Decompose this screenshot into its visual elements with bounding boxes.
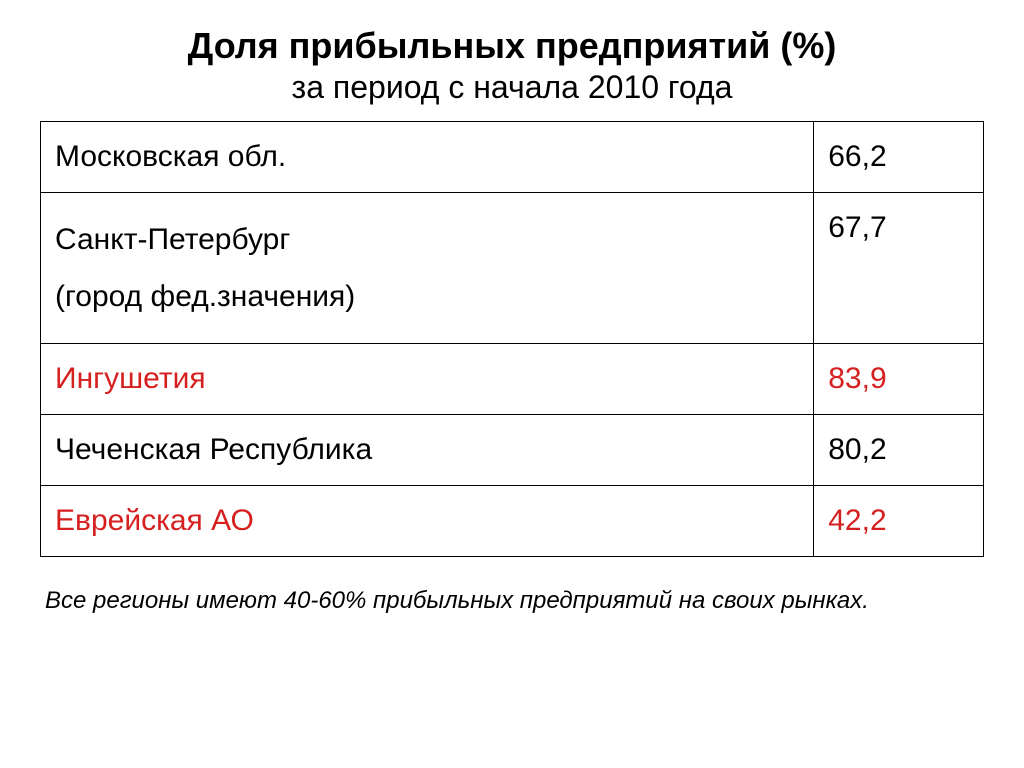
footnote: Все регионы имеют 40-60% прибыльных пред… — [40, 587, 984, 615]
region-line2: (город фед.значения) — [55, 268, 799, 325]
table-row: Московская обл. 66,2 — [41, 122, 984, 193]
value-cell: 83,9 — [814, 344, 984, 415]
data-table: Московская обл. 66,2 Санкт-Петербург (го… — [40, 121, 984, 557]
region-line1: Санкт-Петербург — [55, 211, 799, 268]
region-cell: Московская обл. — [41, 122, 814, 193]
page-subtitle: за период с начала 2010 года — [40, 69, 984, 106]
table-row: Чеченская Республика 80,2 — [41, 415, 984, 486]
value-cell: 80,2 — [814, 415, 984, 486]
table-row: Санкт-Петербург (город фед.значения) 67,… — [41, 193, 984, 344]
page-title: Доля прибыльных предприятий (%) — [40, 25, 984, 67]
value-cell: 42,2 — [814, 486, 984, 557]
region-cell: Еврейская АО — [41, 486, 814, 557]
region-cell: Санкт-Петербург (город фед.значения) — [41, 193, 814, 344]
table-row: Еврейская АО 42,2 — [41, 486, 984, 557]
table-row: Ингушетия 83,9 — [41, 344, 984, 415]
value-cell: 66,2 — [814, 122, 984, 193]
header-block: Доля прибыльных предприятий (%) за перио… — [40, 25, 984, 106]
value-cell: 67,7 — [814, 193, 984, 344]
region-cell: Ингушетия — [41, 344, 814, 415]
region-cell: Чеченская Республика — [41, 415, 814, 486]
